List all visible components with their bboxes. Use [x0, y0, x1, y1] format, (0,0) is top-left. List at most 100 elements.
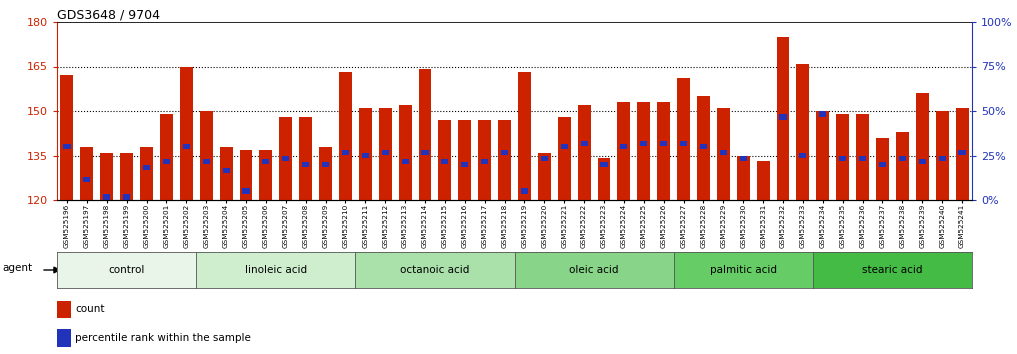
Bar — [438, 120, 452, 200]
Bar — [359, 108, 372, 200]
Bar — [915, 93, 929, 200]
Bar — [521, 188, 528, 194]
Bar — [498, 120, 511, 200]
Bar — [939, 156, 946, 161]
Bar — [262, 159, 270, 164]
Bar — [796, 63, 810, 200]
Bar — [856, 114, 870, 200]
Bar — [757, 161, 770, 200]
Bar — [700, 144, 707, 149]
Text: percentile rank within the sample: percentile rank within the sample — [75, 333, 251, 343]
Bar — [958, 150, 965, 155]
Bar — [402, 159, 409, 164]
Bar — [799, 153, 806, 158]
Bar — [617, 102, 631, 200]
Bar — [183, 144, 190, 149]
Bar — [720, 150, 727, 155]
Bar — [817, 111, 829, 200]
Bar — [223, 168, 230, 173]
Bar — [677, 78, 691, 200]
Bar — [120, 153, 133, 200]
Text: octanoic acid: octanoic acid — [401, 265, 470, 275]
Bar — [777, 37, 789, 200]
Bar — [199, 111, 213, 200]
Bar — [322, 162, 330, 167]
Text: count: count — [75, 304, 105, 314]
Bar — [557, 117, 571, 200]
Bar — [378, 108, 392, 200]
Bar — [641, 141, 648, 146]
Bar — [739, 156, 746, 161]
Bar — [202, 159, 210, 164]
Text: oleic acid: oleic acid — [570, 265, 618, 275]
Bar — [760, 200, 767, 206]
Bar — [441, 159, 448, 164]
Bar — [839, 156, 846, 161]
Bar — [680, 141, 687, 146]
Bar — [541, 156, 548, 161]
Bar — [83, 177, 91, 182]
Bar — [918, 159, 925, 164]
Bar — [80, 147, 94, 200]
Bar — [697, 96, 710, 200]
Bar — [578, 105, 591, 200]
Bar — [220, 147, 233, 200]
Bar — [57, 329, 71, 347]
Bar — [598, 159, 610, 200]
Bar — [876, 138, 889, 200]
Bar — [143, 165, 151, 170]
Bar — [103, 194, 110, 200]
Bar — [717, 108, 730, 200]
Bar — [160, 114, 173, 200]
Text: GDS3648 / 9704: GDS3648 / 9704 — [57, 9, 160, 22]
Bar — [899, 156, 906, 161]
Bar — [638, 102, 650, 200]
Bar — [421, 150, 428, 155]
Bar — [560, 144, 567, 149]
Bar — [836, 114, 849, 200]
Bar — [620, 144, 627, 149]
Bar — [779, 114, 786, 120]
Bar — [501, 150, 508, 155]
Bar — [299, 117, 312, 200]
Bar — [242, 188, 249, 194]
Bar — [362, 153, 369, 158]
Bar — [859, 156, 866, 161]
Text: palmitic acid: palmitic acid — [710, 265, 777, 275]
Bar — [342, 150, 349, 155]
Bar — [462, 162, 468, 167]
Bar — [319, 147, 332, 200]
Bar — [518, 73, 531, 200]
Bar — [259, 150, 273, 200]
Bar — [399, 105, 412, 200]
Bar — [459, 120, 471, 200]
Bar — [896, 132, 909, 200]
Bar — [657, 102, 670, 200]
Text: stearic acid: stearic acid — [862, 265, 922, 275]
Bar — [60, 75, 73, 200]
Bar — [736, 155, 750, 200]
Bar — [339, 73, 352, 200]
Bar — [280, 117, 292, 200]
Bar — [101, 153, 113, 200]
Bar — [600, 162, 607, 167]
Bar — [63, 144, 70, 149]
Bar — [956, 108, 968, 200]
Bar — [419, 69, 431, 200]
Bar — [57, 301, 71, 318]
Bar — [239, 150, 252, 200]
Bar — [302, 162, 309, 167]
Bar — [140, 147, 153, 200]
Bar — [180, 67, 193, 200]
Bar — [538, 153, 551, 200]
Bar — [879, 162, 886, 167]
Bar — [478, 120, 491, 200]
Bar — [381, 150, 388, 155]
Bar — [581, 141, 588, 146]
Bar — [282, 156, 289, 161]
Bar — [481, 159, 488, 164]
Text: control: control — [109, 265, 144, 275]
Bar — [820, 111, 827, 116]
Text: agent: agent — [3, 263, 33, 273]
Bar — [123, 194, 130, 200]
